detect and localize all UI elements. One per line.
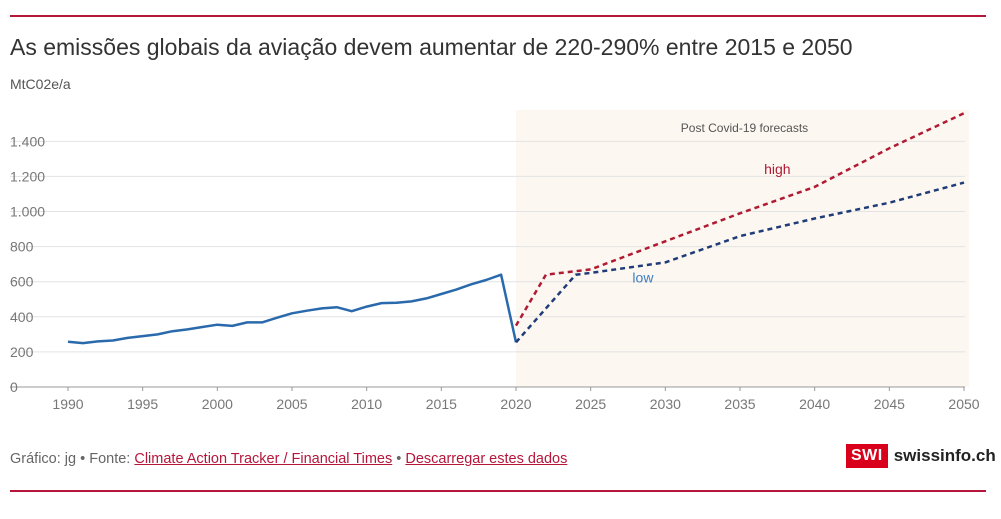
x-tick-label: 2050 (948, 396, 979, 412)
footer-prefix: Gráfico: jg • Fonte: (10, 451, 135, 467)
series-group (67, 112, 965, 345)
emissions-chart: Post Covid-19 forecasts 0 200 400 600 800 1.00… (10, 110, 980, 412)
series-label-high: high (764, 161, 790, 177)
y-tick-label: 600 (10, 274, 34, 290)
x-tick-label: 1990 (52, 396, 83, 412)
source-link[interactable]: Climate Action Tracker / Financial Times (134, 451, 393, 467)
y-tick-label: 0 (10, 379, 18, 395)
forecast-band-group (516, 110, 969, 387)
x-tick-label: 1995 (127, 396, 158, 412)
x-tick-label: 2010 (351, 396, 382, 412)
y-tick-label: 1.400 (10, 133, 45, 149)
series-line-low (515, 181, 965, 344)
footer: Gráfico: jg • Fonte: Climate Action Trac… (10, 451, 567, 467)
forecast-band-label: Post Covid-19 forecasts (681, 121, 808, 135)
forecast-band (516, 110, 969, 387)
top-rule (10, 15, 986, 17)
swissinfo-logo[interactable]: SWI swissinfo.ch (846, 442, 996, 470)
series-line-high (514, 112, 965, 327)
label-group: Post Covid-19 forecasts 0 200 400 600 800 1.00… (10, 121, 980, 412)
x-tick-label: 2035 (724, 396, 755, 412)
x-tick-label: 2000 (202, 396, 233, 412)
x-tick-label: 2020 (500, 396, 531, 412)
y-tick-label: 1.000 (10, 204, 45, 220)
y-tick-label: 800 (10, 239, 34, 255)
bottom-rule (10, 490, 986, 492)
swissinfo-wordmark: swissinfo.ch (893, 446, 996, 465)
footer-separator: • (392, 451, 406, 467)
x-tick-label: 2040 (799, 396, 830, 412)
chart-title: As emissões globais da aviação devem aum… (10, 34, 853, 60)
y-tick-label: 1.200 (10, 168, 45, 184)
x-tick-label: 2030 (650, 396, 681, 412)
swi-logo-box: SWI (846, 444, 888, 468)
x-tick-label: 2025 (575, 396, 606, 412)
x-tick-label: 2015 (426, 396, 457, 412)
download-data-link[interactable]: Descarregar estes dados (405, 451, 568, 467)
grid-group (10, 140, 965, 391)
series-line-historical (67, 273, 518, 345)
y-tick-label: 400 (10, 309, 34, 325)
x-tick-label: 2045 (874, 396, 905, 412)
unit-label: MtC02e/a (10, 76, 71, 92)
y-tick-label: 200 (10, 344, 34, 360)
x-tick-label: 2005 (276, 396, 307, 412)
series-label-low: low (632, 270, 654, 286)
